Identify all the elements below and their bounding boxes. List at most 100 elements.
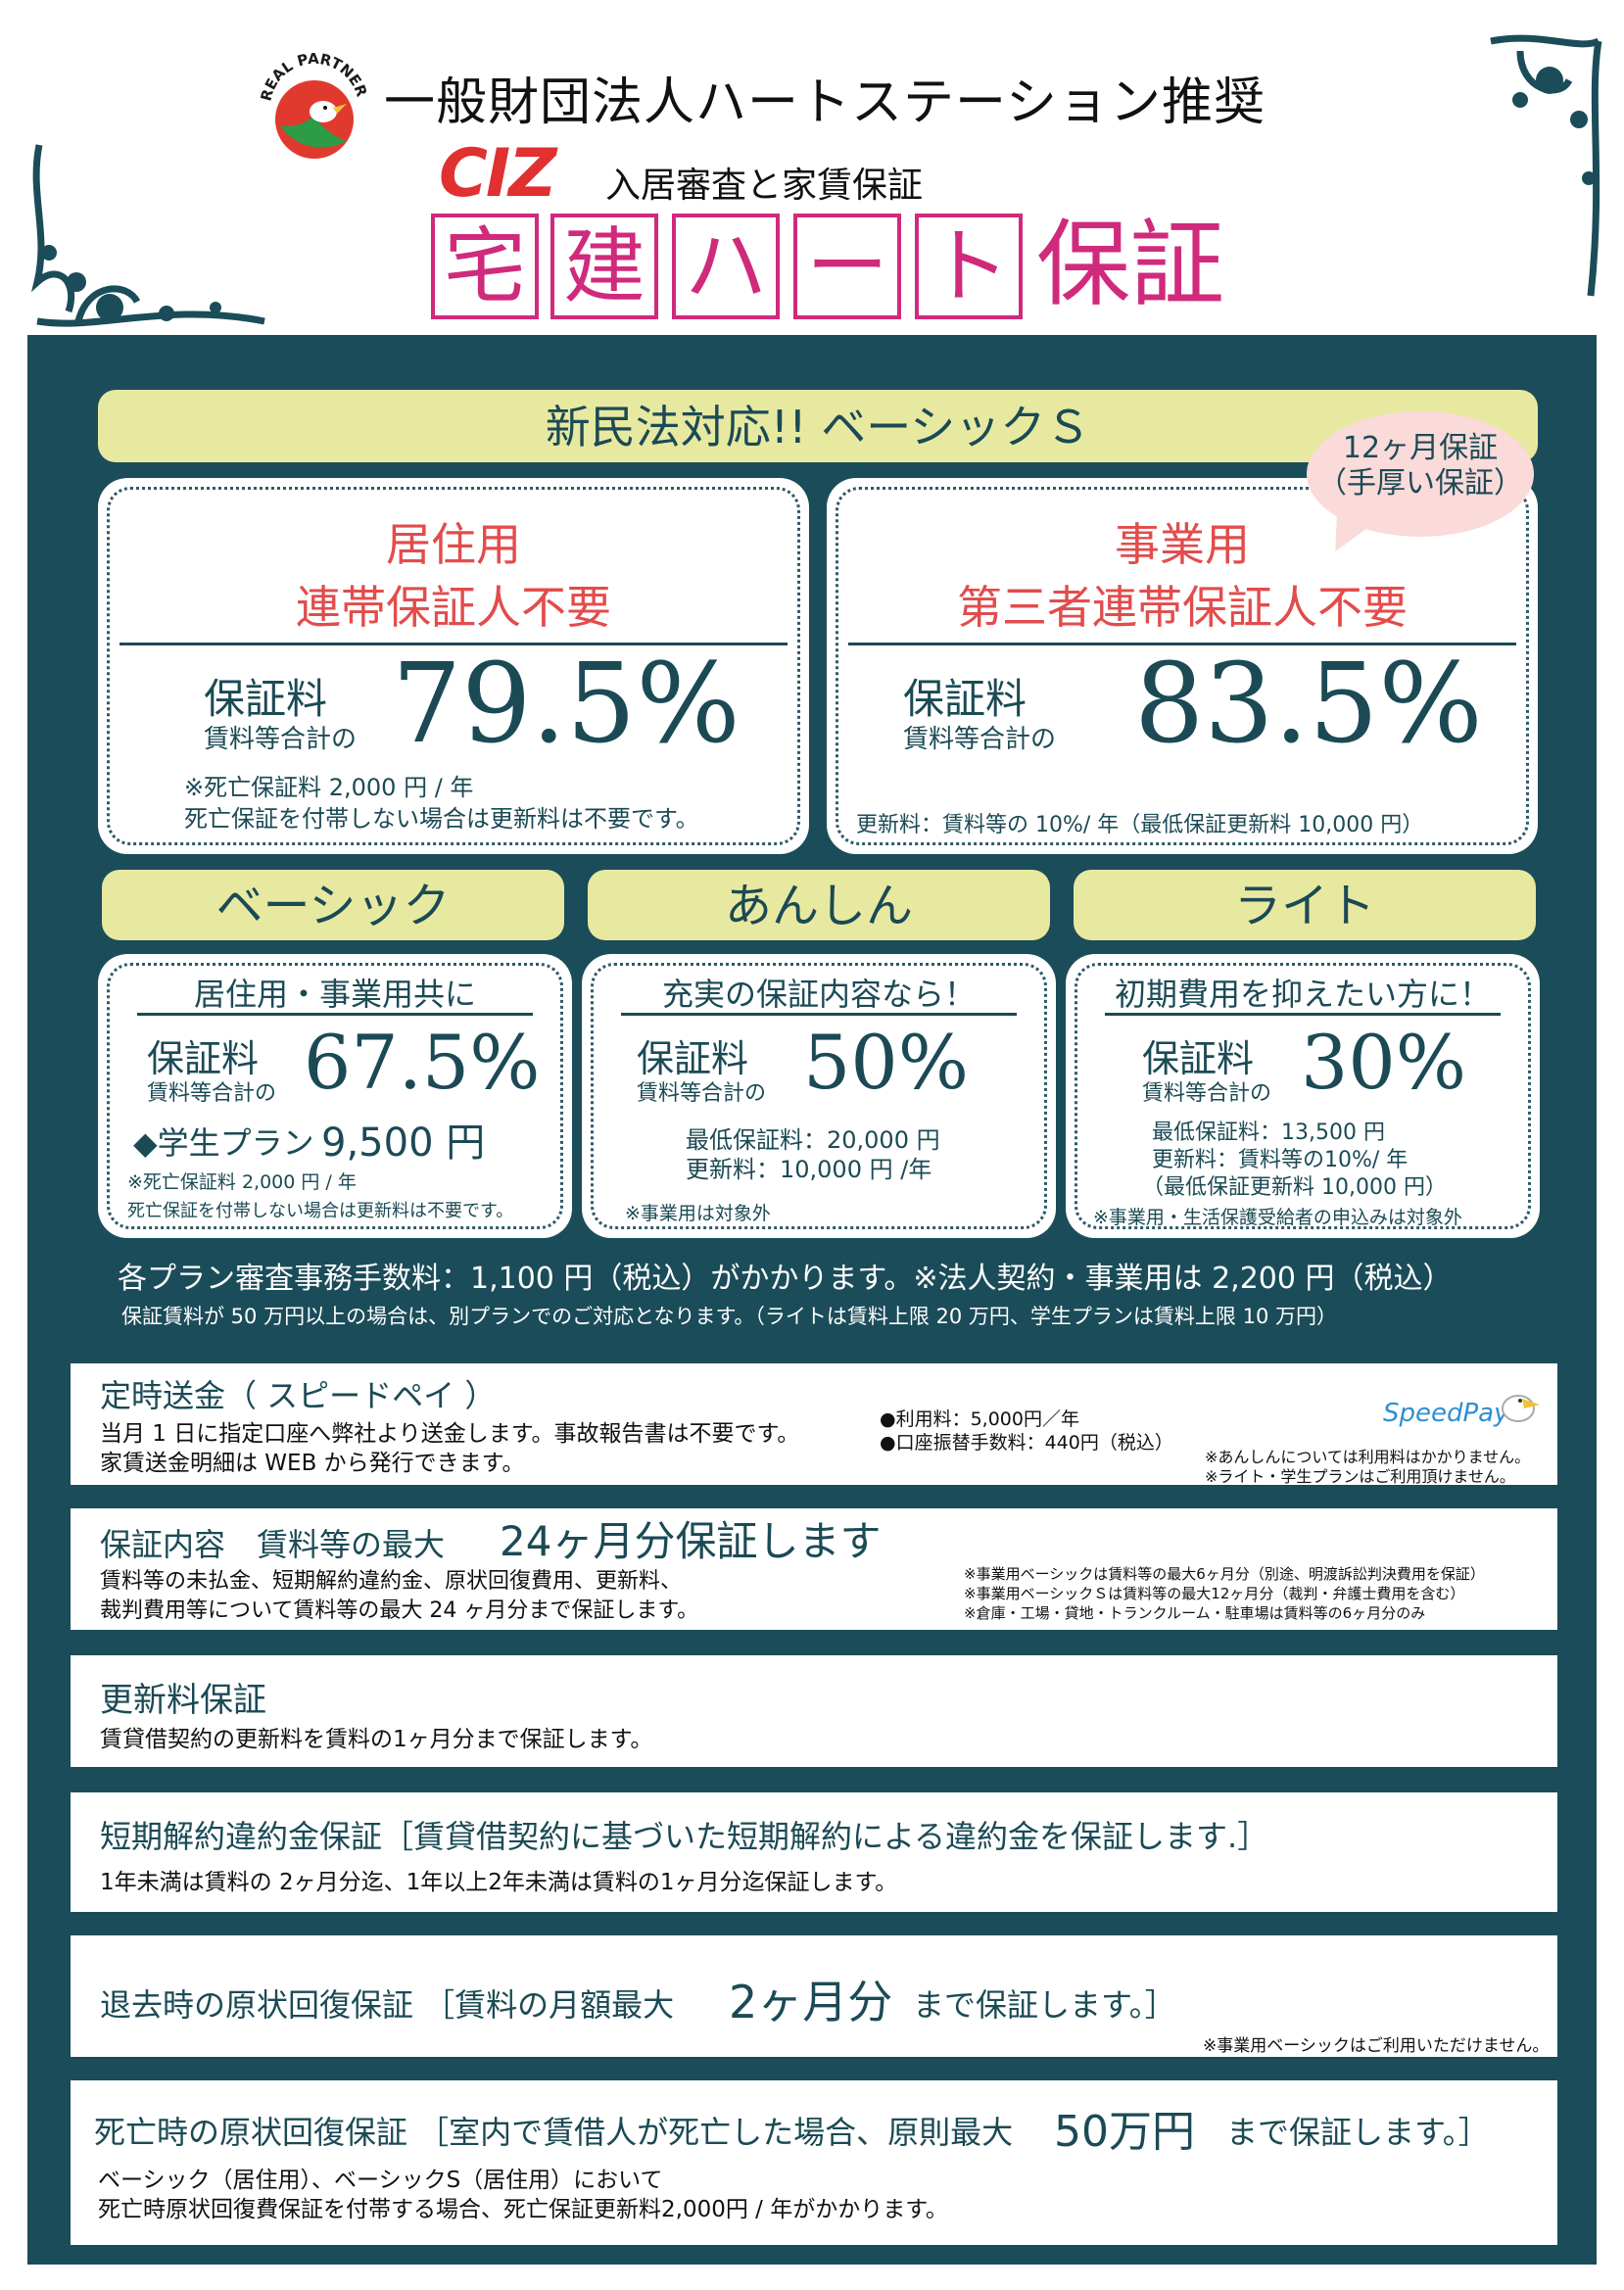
business-renewal-note: 更新料：賃料等の 10%/ 年（最低保証更新料 10,000 円） <box>856 813 1424 837</box>
pelican-icon <box>1502 1395 1540 1422</box>
brand-name-tail: 保証 <box>1036 210 1224 319</box>
plan-header-anshin: あんしん <box>588 870 1050 940</box>
death-fee-note: ※死亡保証料 2,000 円 / 年 <box>127 1171 357 1193</box>
plan-header-light: ライト <box>1074 870 1536 940</box>
basic-rate: 67.5% <box>304 1019 541 1106</box>
light-min-renewal: （最低保証更新料 10,000 円） <box>1142 1175 1447 1200</box>
card-dotted-border <box>836 487 1529 845</box>
moveout-title: 退去時の原状回復保証 ［賃料の月額最大 <box>100 1986 675 2024</box>
ciz-subtitle: 入居審査と家賃保証 <box>605 166 924 206</box>
brand-char: ー <box>793 214 901 319</box>
fee-label: 保証料 <box>147 1037 260 1080</box>
divider <box>1105 1013 1501 1016</box>
speedpay-section: 定時送金（ スピードペイ ） 当月 1 日に指定口座へ弊社より送金します。事故報… <box>71 1363 1557 1486</box>
death-title-end: まで保証します。］ <box>1226 2114 1490 2151</box>
light-min-fee: 最低保証料：13,500 円 <box>1152 1121 1385 1145</box>
fee-label: 保証料 <box>1142 1037 1255 1080</box>
fee-sub: 賃料等合計の <box>147 1081 277 1106</box>
speedpay-text-2: 家賃送金明細は WEB から発行できます。 <box>100 1451 525 1476</box>
divider <box>621 1013 1017 1016</box>
basic-tagline: 居住用・事業用共に <box>193 976 476 1013</box>
light-tagline: 初期費用を抑えたい方に！ <box>1114 976 1491 1013</box>
fee-sub: 賃料等合計の <box>1142 1081 1272 1106</box>
ciz-logo: CIZ <box>439 135 557 213</box>
coverage-note-3: ※倉庫・工場・貸地・トランクルーム・駐車場は賃料等の6ヶ月分のみ <box>964 1604 1426 1622</box>
divider <box>137 1013 533 1016</box>
divider <box>848 643 1516 645</box>
fee-sub: 賃料等合計の <box>204 725 358 754</box>
light-note: ※事業用・生活保護受給者の申込みは対象外 <box>1093 1207 1462 1228</box>
early-termination-text: 1年未満は賃料の 2ヶ月分迄、1年以上2年未満は賃料の1ヶ月分迄保証します。 <box>100 1870 898 1895</box>
business-card: 事業用 第三者連帯保証人不要 保証料 賃料等合計の 83.5% 更新料：賃料等の… <box>827 478 1538 854</box>
death-text-1: ベーシック（居住用）、ベーシックS（居住用）において <box>98 2168 663 2193</box>
coverage-text-1: 賃料等の未払金、短期解約違約金、原状回復費用、更新料、 <box>100 1569 683 1594</box>
coverage-section: 保証内容 賃料等の最大 24ヶ月分保証します 賃料等の未払金、短期解約違約金、原… <box>71 1508 1557 1630</box>
business-title: 事業用 <box>1115 518 1250 571</box>
anshin-tagline: 充実の保証内容なら！ <box>661 976 976 1013</box>
speedpay-title: 定時送金（ スピードペイ ） <box>100 1377 497 1414</box>
card-dotted-border <box>107 963 563 1229</box>
real-partner-logo: REAL PARTNER <box>258 50 370 159</box>
student-plan-label: ◆学生プラン <box>133 1124 314 1162</box>
death-fee-note: ※死亡保証料 2,000 円 / 年 <box>184 774 474 801</box>
speedpay-fee-2: ●口座振替手数料：440円（税込） <box>880 1432 1173 1454</box>
divider <box>119 643 788 645</box>
renewal-note: 死亡保証を付帯しない場合は更新料は不要です。 <box>184 805 699 833</box>
moveout-note: ※事業用ベーシックはご利用いただけません。 <box>1203 2036 1550 2056</box>
residential-title: 居住用 <box>386 518 521 571</box>
brand-char: 建 <box>550 214 658 319</box>
moveout-title-end: まで保証します。］ <box>913 1986 1176 2024</box>
death-title: 死亡時の原状回復保証 ［室内で賃借人が死亡した場合、原則最大 <box>94 2114 1014 2151</box>
fee-label: 保証料 <box>204 675 328 723</box>
rent-limit-line: 保証賃料が 50 万円以上の場合は、別プランでのご対応となります。（ライトは賃料… <box>121 1305 1337 1328</box>
brand-char: ハ <box>672 214 780 319</box>
renewal-section: 更新料保証 賃貸借契約の更新料を賃料の1ヶ月分まで保証します。 <box>71 1655 1557 1767</box>
residential-condition: 連帯保証人不要 <box>296 581 611 634</box>
card-dotted-border <box>107 487 800 845</box>
fee-sub: 賃料等合計の <box>903 725 1057 754</box>
ornament-right <box>1490 34 1602 297</box>
death-text-2: 死亡時原状回復費保証を付帯する場合、死亡保証更新料2,000円 / 年がかかりま… <box>98 2197 948 2222</box>
plan-header-basic: ベーシック <box>102 870 564 940</box>
organization-title: 一般財団法人ハートステーション推奨 <box>384 73 1266 132</box>
coverage-note-2: ※事業用ベーシックＳは賃料等の最大12ヶ月分（裁判・弁護士費用を含む） <box>964 1585 1465 1602</box>
speedpay-logo: SpeedPay <box>1383 1399 1509 1428</box>
early-termination-title: 短期解約違約金保証［賃貸借契約に基づいた短期解約による違約金を保証します.］ <box>100 1818 1269 1855</box>
anshin-renewal: 更新料：10,000 円 /年 <box>686 1156 932 1183</box>
twelve-month-bubble <box>1307 411 1534 537</box>
residential-card: 居住用 連帯保証人不要 保証料 賃料等合計の 79.5% ※死亡保証料 2,00… <box>98 478 809 854</box>
business-rate: 83.5% <box>1134 641 1483 768</box>
card-dotted-border <box>1075 963 1531 1229</box>
speedpay-text-1: 当月 1 日に指定口座へ弊社より送金します。事故報告書は不要です。 <box>100 1421 800 1447</box>
anshin-rate: 50% <box>803 1019 969 1106</box>
brand-char: 宅 <box>431 214 539 319</box>
screening-fee-line: 各プラン審査事務手数料：1,100 円（税込）がかかります。※法人契約・事業用は… <box>118 1262 1453 1296</box>
student-plan-price: 9,500 円 <box>321 1121 486 1166</box>
anshin-min-fee: 最低保証料：20,000 円 <box>686 1126 940 1154</box>
renewal-text: 賃貸借契約の更新料を賃料の1ヶ月分まで保証します。 <box>100 1727 653 1752</box>
residential-rate: 79.5% <box>392 641 740 768</box>
ornament-left <box>30 144 265 327</box>
speedpay-note-2: ※ライト・学生プランはご利用頂けません。 <box>1205 1467 1515 1486</box>
basic-plan-card: 居住用・事業用共に 保証料 賃料等合計の 67.5% ◆学生プラン 9,500 … <box>98 954 572 1238</box>
death-section: 死亡時の原状回復保証 ［室内で賃借人が死亡した場合、原則最大 50万円 まで保証… <box>71 2080 1557 2245</box>
speedpay-fee-1: ●利用料：5,000円／年 <box>880 1408 1079 1430</box>
moveout-title-emphasis: 2ヶ月分 <box>729 1976 893 2028</box>
light-renewal: 更新料：賃料等の10%/ 年 <box>1152 1148 1409 1172</box>
anshin-note: ※事業用は対象外 <box>625 1203 771 1224</box>
fee-label: 保証料 <box>637 1037 749 1080</box>
coverage-text-2: 裁判費用等について賃料等の最大 24 ヶ月分まで保証します。 <box>100 1598 699 1623</box>
light-plan-card: 初期費用を抑えたい方に！ 保証料 賃料等合計の 30% 最低保証料：13,500… <box>1066 954 1540 1238</box>
renewal-note: 死亡保証を付帯しない場合は更新料は不要です。 <box>127 1201 514 1221</box>
light-rate: 30% <box>1301 1019 1466 1106</box>
coverage-note-1: ※事業用ベーシックは賃料等の最大6ヶ月分（別途、明渡訴訟判決費用を保証） <box>964 1565 1485 1583</box>
early-termination-section: 短期解約違約金保証［賃貸借契約に基づいた短期解約による違約金を保証します.］ 1… <box>71 1792 1557 1912</box>
fee-sub: 賃料等合計の <box>637 1081 767 1106</box>
card-dotted-border <box>591 963 1047 1229</box>
basic-s-banner: 新民法対応!! ベーシックＳ <box>98 390 1538 462</box>
twelve-month-text: 12ヶ月保証 （手厚い保証） <box>1317 431 1523 501</box>
coverage-title-emphasis: 24ヶ月分保証します <box>500 1517 882 1565</box>
speedpay-note-1: ※あんしんについては利用料はかかりません。 <box>1205 1448 1531 1466</box>
brand-char: ト <box>915 214 1023 319</box>
fee-label: 保証料 <box>903 675 1027 723</box>
